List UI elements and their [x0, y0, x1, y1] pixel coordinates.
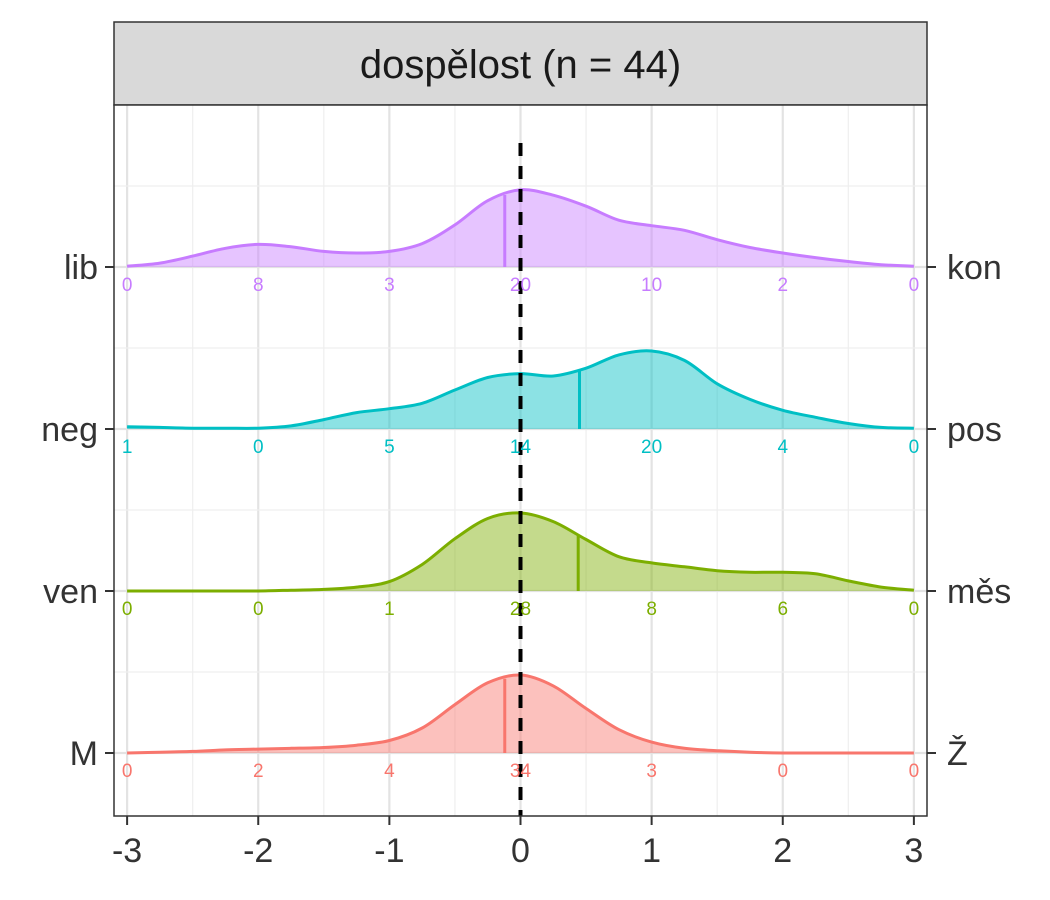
count-label: 0: [253, 599, 264, 620]
x-tick-label: -1: [374, 832, 404, 870]
y-label-left: ven: [43, 573, 98, 611]
count-label: 34: [510, 761, 532, 782]
count-label: 10: [641, 275, 662, 296]
density-area: [127, 674, 914, 754]
x-tick-label: 0: [511, 832, 530, 870]
x-axis: -3 -2 -1 0 1 2 3: [112, 816, 923, 870]
density-area: [127, 189, 914, 267]
x-tick-label: -2: [243, 832, 273, 870]
chart-title: dospělost (n = 44): [360, 43, 681, 87]
y-label-left: M: [70, 735, 98, 773]
count-label: 0: [253, 437, 264, 458]
strip-background: [113, 21, 928, 106]
count-label: 0: [909, 275, 920, 296]
count-label: 1: [122, 437, 133, 458]
count-label: 14: [510, 437, 532, 458]
x-tick-label: 2: [773, 832, 792, 870]
y-label-right: kon: [947, 249, 1002, 287]
count-label: 0: [122, 275, 133, 296]
plot-panel: 0 8 3 20 10 2 01 0 5 14 20 4 00 0 1 28 8 6 00 2 4 34 3 0 0: [113, 104, 928, 817]
y-label-right: Ž: [947, 735, 968, 773]
y-axis-right: kon pos měs Ž: [927, 249, 1011, 773]
count-label: 0: [122, 761, 133, 782]
count-label: 4: [384, 761, 395, 782]
x-tick-label: 1: [642, 832, 661, 870]
count-labels: 0 8 3 20 10 2 01 0 5 14 20 4 00 0 1 28 8 6 00 2 4 34 3 0 0: [122, 275, 919, 782]
count-label: 4: [777, 437, 788, 458]
count-label: 20: [510, 275, 531, 296]
count-label: 1: [384, 599, 395, 620]
count-label: 0: [777, 761, 788, 782]
count-label: 8: [646, 599, 657, 620]
count-label: 2: [253, 761, 264, 782]
x-tick-label: -3: [112, 832, 142, 870]
count-label: 3: [646, 761, 657, 782]
count-label: 0: [909, 599, 920, 620]
density-area: [127, 350, 914, 429]
y-label-left: neg: [41, 411, 98, 449]
count-label: 0: [909, 761, 920, 782]
count-label: 2: [777, 275, 788, 296]
count-label: 8: [253, 275, 264, 296]
count-label: 5: [384, 437, 395, 458]
y-label-left: lib: [64, 249, 98, 287]
y-label-right: měs: [947, 573, 1011, 611]
y-label-right: pos: [947, 411, 1002, 449]
y-axis-left: lib neg ven M: [41, 249, 114, 773]
count-label: 0: [122, 599, 133, 620]
count-label: 3: [384, 275, 395, 296]
x-tick-label: 3: [904, 832, 923, 870]
count-label: 20: [641, 437, 662, 458]
count-label: 6: [777, 599, 788, 620]
count-label: 0: [909, 437, 920, 458]
count-label: 28: [510, 599, 531, 620]
facet-strip: dospělost (n = 44): [113, 21, 928, 106]
